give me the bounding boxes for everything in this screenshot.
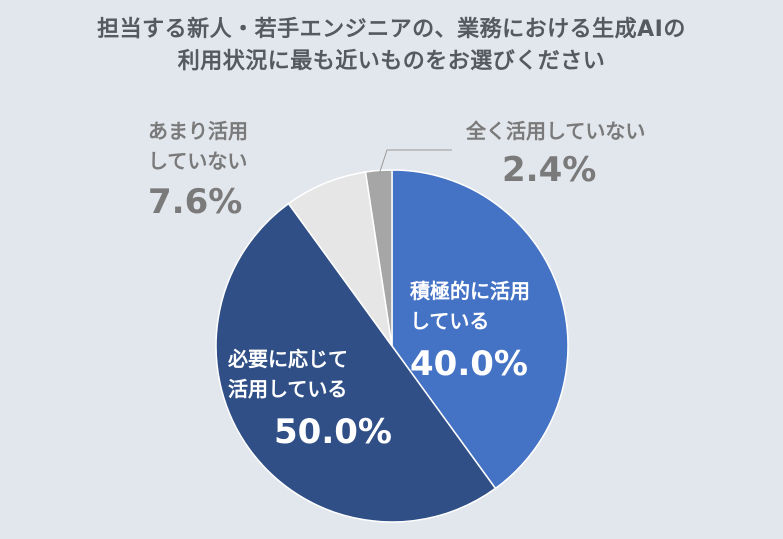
slice-as-needed [215,202,497,523]
slice-label-rarely: あまり活用 していない 7.6% [148,116,248,222]
slice-label-as-needed: 必要に応じて 活用している 50.0% [228,344,392,452]
slice-label-never: 全く活用していない 2.4% [466,116,645,190]
slice-label-as-needed-line1: 必要に応じて [228,347,348,371]
slice-label-as-needed-line2: 活用している [228,377,348,401]
pie-slices [215,169,569,523]
slice-value-rarely: 7.6% [148,182,243,222]
chart-title-line2: 利用状況に最も近いものをお選びください [177,49,606,74]
slice-label-never-line1: 全く活用していない [466,119,646,143]
chart-title: 担当する新人・若手エンジニアの、業務における生成AIの 利用状況に最も近いものを… [0,14,783,78]
slice-value-never: 2.4% [502,150,597,190]
slice-label-rarely-line2: していない [148,149,248,173]
slice-label-rarely-line1: あまり活用 [148,119,248,143]
slice-label-active-line2: している [410,309,490,333]
slice-value-active: 40.0% [410,344,528,384]
leader-line-never [378,149,452,175]
slice-never [364,169,393,347]
chart-title-line1: 担当する新人・若手エンジニアの、業務における生成AIの [97,17,686,42]
slice-label-active-line1: 積極的に活用 [410,279,530,303]
slice-value-as-needed: 50.0% [274,412,392,452]
slice-label-active: 積極的に活用 している 40.0% [410,276,530,384]
slice-active [391,169,569,490]
leader-lines [378,149,452,175]
